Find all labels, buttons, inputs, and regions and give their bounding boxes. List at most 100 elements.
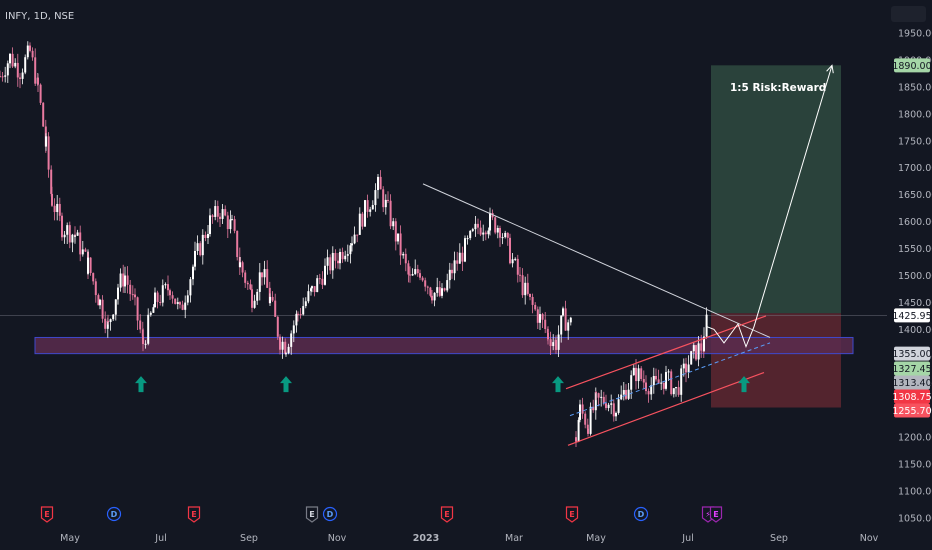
y-tick-label: 1550.00 [898,244,932,255]
candle-body [26,45,29,58]
channel-lower-line[interactable] [567,371,765,446]
candle-body [557,334,560,350]
event-marker-dividend[interactable]: D [633,506,649,522]
price-badge-bg [894,361,930,376]
candle-body [366,200,369,212]
event-marker-dividend[interactable]: D [322,506,338,522]
candle-body [176,302,179,304]
candle-body [482,232,485,235]
candle-body [353,234,356,244]
candle-body [304,301,307,307]
support-zone[interactable] [34,336,854,355]
candle-body [109,319,112,323]
projection-path[interactable] [706,65,833,349]
candle-body [107,320,109,323]
candle-body [310,288,312,292]
event-marker-earnings[interactable]: E [40,506,54,523]
candle-body [169,290,171,296]
top-right-control[interactable] [891,6,926,22]
target-profit-box[interactable] [711,65,841,314]
candle-body [341,251,344,260]
candle-body [156,292,159,303]
earnings-icon [440,506,454,523]
candle-body [219,216,221,219]
earnings-icon [305,506,319,523]
stop-loss-box[interactable] [711,313,841,408]
candle-body [635,367,637,382]
candle-body [539,314,541,323]
candle-body [426,286,429,288]
price-badge-label: 1313.40 [892,378,931,389]
candle-body [199,243,202,256]
candle-body [271,296,274,301]
price-badge-label: 1308.75 [892,392,931,403]
event-marker-earnings-purple[interactable]: E [709,506,723,523]
candle-body [655,376,657,380]
y-tick-label: 1150.00 [898,460,932,471]
candle-body [670,371,673,395]
candle-body [516,258,519,275]
event-label: E [44,510,49,519]
candle-body [466,238,469,240]
candle-body [39,84,42,103]
event-marker-earnings[interactable]: E [440,506,454,523]
channel-upper-line[interactable] [565,315,767,390]
candle-body [84,249,87,252]
candle-body [441,288,443,296]
price-badge: 1308.75 [892,389,932,404]
channel-mid-line[interactable] [569,342,771,417]
candle-body [458,252,461,264]
candle-body [549,339,552,347]
candle-body [487,230,490,235]
candle-body [504,232,507,238]
candle-body [411,274,414,276]
candle-body [281,341,284,350]
candle-body [81,249,84,255]
candle-body [448,269,451,281]
price-badge-bg [894,58,930,73]
price-badge: 1327.45 [892,361,932,376]
candle-body [201,234,204,256]
candle-body [244,272,247,283]
candle-body [114,299,117,315]
candle-body [672,388,675,395]
candle-body [562,308,564,316]
candle-body [506,232,509,238]
event-label: E [569,510,574,519]
candle-body [287,346,290,354]
candle-body [313,286,316,293]
candle-body [87,257,89,274]
event-marker-earnings[interactable]: E [565,506,579,523]
candle-body [122,273,125,287]
dividend-icon [322,506,338,522]
candle-body [687,364,690,373]
candle-body [256,291,259,301]
bounce-arrow-icon [738,376,750,393]
candle-body [414,269,417,275]
event-marker-earnings-dark[interactable]: E [305,506,319,523]
event-marker-earnings[interactable]: E [187,506,201,523]
candle-body [620,394,623,400]
candle-body [129,284,132,295]
event-marker-dividend[interactable]: D [106,506,122,522]
candle-body [154,292,156,308]
candle-body [514,258,517,260]
candle-body [443,288,446,291]
candle-body [31,50,34,58]
candle-body [152,307,155,313]
candle-body [640,368,643,379]
candle-body [544,319,547,330]
candle-body [703,336,705,351]
candle-body [496,228,499,233]
candle-body [269,296,271,304]
descending-trendline[interactable] [422,183,771,338]
candle-body [253,300,256,308]
candle-body [436,287,439,293]
candle-body [521,275,524,296]
candle-body [637,368,640,382]
candle-body [9,53,11,64]
candle-body [261,272,263,278]
candle-body [16,62,19,78]
y-tick-label: 1050.00 [898,514,932,525]
